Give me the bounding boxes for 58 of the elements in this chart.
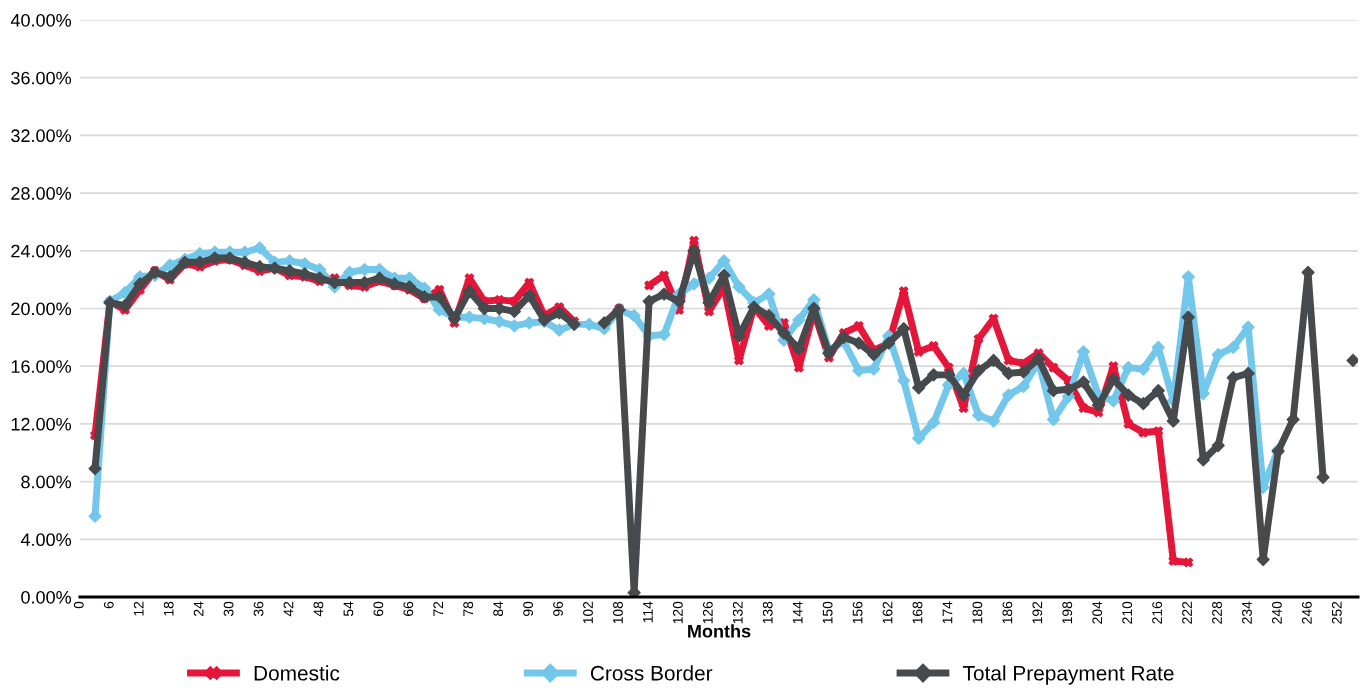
x-tick-label: 90 bbox=[523, 601, 534, 616]
x-tick-label: 96 bbox=[553, 601, 563, 616]
x-tick-label: 198 bbox=[1062, 601, 1073, 624]
x-tick-label: 234 bbox=[1242, 601, 1252, 624]
y-tick-label: 0.00% bbox=[21, 590, 72, 604]
legend-label: Domestic bbox=[254, 665, 340, 681]
x-tick-label: 228 bbox=[1212, 601, 1222, 624]
x-tick-label: 126 bbox=[702, 601, 713, 624]
x-tick-label: 102 bbox=[583, 601, 593, 624]
x-tick-label: 156 bbox=[852, 601, 863, 624]
x-tick-label: 216 bbox=[1152, 601, 1163, 624]
x-tick-label: 180 bbox=[972, 601, 983, 624]
x-tick-label: 120 bbox=[672, 601, 683, 624]
x-tick-label: 66 bbox=[403, 601, 414, 616]
x-tick-label: 192 bbox=[1032, 601, 1043, 624]
x-tick-label: 12 bbox=[133, 601, 144, 616]
x-tick-label: 18 bbox=[163, 601, 174, 616]
y-tick-label: 4.00% bbox=[20, 533, 72, 547]
x-tick-label: 48 bbox=[313, 601, 324, 617]
x-tick-label: 186 bbox=[1002, 601, 1013, 624]
x-tick-label: 252 bbox=[1331, 601, 1342, 624]
y-tick-label: 36.00% bbox=[11, 71, 72, 85]
y-tick-label: 28.00% bbox=[11, 187, 72, 200]
x-tick-label: 174 bbox=[942, 601, 953, 624]
legend-label: Total Prepayment Rate bbox=[963, 665, 1174, 685]
x-tick-label: 150 bbox=[822, 601, 833, 624]
x-tick-label: 30 bbox=[223, 601, 234, 617]
y-tick-label: 20.00% bbox=[11, 302, 72, 316]
x-tick-label: 210 bbox=[1122, 601, 1133, 624]
x-tick-label: 204 bbox=[1092, 601, 1103, 624]
x-tick-label: 114 bbox=[643, 601, 653, 623]
x-tick-label: 108 bbox=[613, 601, 623, 624]
x-tick-label: 24 bbox=[193, 601, 204, 616]
x-tick-label: 132 bbox=[732, 601, 743, 624]
x-tick-label: 246 bbox=[1301, 601, 1312, 624]
x-tick-label: 54 bbox=[343, 601, 354, 617]
y-tick-label: 12.00% bbox=[11, 417, 72, 431]
x-tick-label: 72 bbox=[433, 601, 444, 616]
y-tick-label: 24.00% bbox=[11, 244, 72, 258]
y-tick-label: 32.00% bbox=[11, 129, 72, 143]
y-tick-label: 40.00% bbox=[10, 13, 72, 27]
x-tick-label: 222 bbox=[1182, 601, 1192, 624]
x-tick-label: 60 bbox=[373, 601, 384, 616]
y-tick-label: 8.00% bbox=[21, 475, 72, 489]
x-tick-label: 6 bbox=[103, 601, 114, 609]
x-tick-label: 78 bbox=[463, 601, 474, 616]
x-tick-label: 138 bbox=[762, 601, 773, 624]
x-tick-label: 162 bbox=[882, 601, 893, 624]
y-tick-label: 16.00% bbox=[11, 360, 72, 373]
legend-label: Cross Border bbox=[590, 665, 713, 681]
x-tick-label: 0 bbox=[73, 601, 84, 609]
x-tick-label: 84 bbox=[493, 601, 504, 617]
x-tick-label: 240 bbox=[1272, 601, 1282, 624]
x-axis-title: Months bbox=[688, 624, 751, 638]
x-tick-label: 36 bbox=[253, 601, 264, 617]
x-tick-label: 168 bbox=[912, 601, 923, 624]
x-tick-label: 42 bbox=[283, 601, 294, 617]
x-tick-label: 144 bbox=[792, 601, 803, 624]
